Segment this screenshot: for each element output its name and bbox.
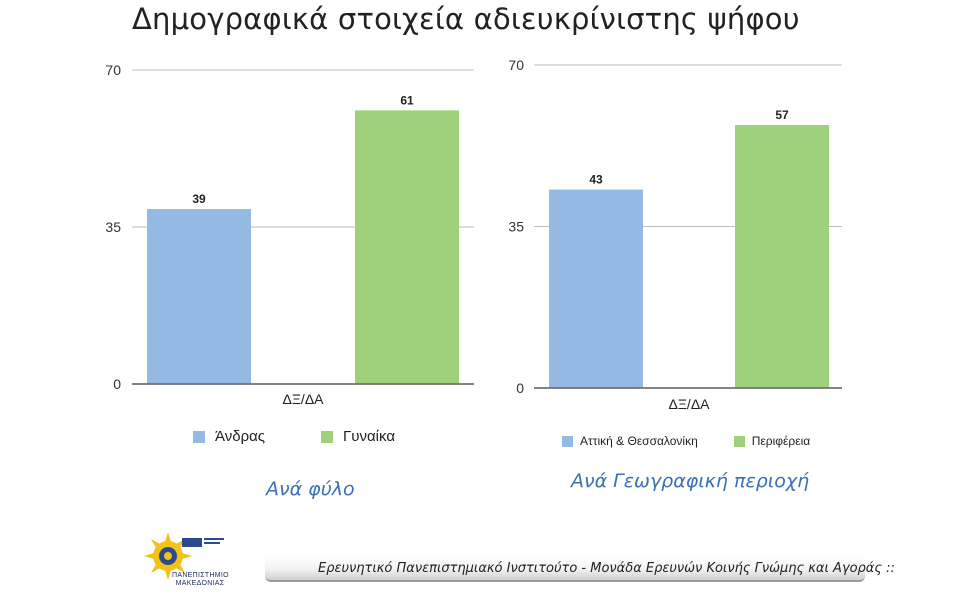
bar-1-1 — [735, 124, 829, 388]
y-tick-label-0-2: 70 — [105, 62, 121, 78]
y-tick-label-1-2: 70 — [508, 57, 524, 73]
legend-swatch-female — [321, 430, 334, 443]
chart-caption-gender: Ανά φύλο — [266, 478, 355, 500]
bar-0-0 — [147, 209, 251, 384]
chart-caption-region: Ανά Γεωγραφική περιοχή — [571, 470, 810, 492]
legend-label-male: Άνδρας — [215, 428, 266, 445]
university-logo — [144, 532, 224, 580]
legend-label-attica: Αττική & Θεσσαλονίκη — [580, 434, 698, 448]
bar-1-0 — [549, 189, 643, 388]
legend-swatch-attica — [562, 435, 573, 447]
legend-item-male: Άνδρας — [193, 428, 265, 445]
data-label-0-0: 39 — [192, 192, 206, 206]
legend-swatch-male — [193, 430, 205, 443]
y-tick-label-1-1: 35 — [508, 219, 524, 235]
legend-gender: Άνδρας Γυναίκα — [193, 428, 395, 445]
data-label-0-1: 61 — [400, 93, 414, 107]
footer-bar — [265, 556, 865, 582]
legend-region: Αττική & Θεσσαλονίκη Περιφέρεια — [562, 434, 810, 448]
data-label-1-1: 57 — [775, 108, 789, 122]
page-title: Δημογραφικά στοιχεία αδιευκρίνιστης ψήφο… — [132, 2, 800, 36]
data-label-1-0: 43 — [589, 173, 603, 187]
legend-item-female: Γυναίκα — [321, 428, 395, 445]
legend-label-female: Γυναίκα — [343, 428, 395, 445]
y-tick-label-1-0: 0 — [516, 380, 524, 396]
footer-text: Ερευνητικό Πανεπιστημιακό Ινστιτούτο - Μ… — [318, 561, 895, 576]
legend-item-attica: Αττική & Θεσσαλονίκη — [562, 434, 698, 448]
bar-0-1 — [355, 110, 459, 384]
legend-label-periphery: Περιφέρεια — [751, 434, 811, 448]
x-category-label-0: ΔΞ/ΔΑ — [282, 391, 324, 407]
y-tick-label-0-1: 35 — [105, 219, 121, 235]
logo-text: ΠΑΝΕΠΙΣΤΗΜΙΟ ΜΑΚΕΔΟΝΙΑΣ — [172, 572, 229, 587]
legend-item-periphery: Περιφέρεια — [733, 434, 811, 448]
x-category-label-1: ΔΞ/ΔΑ — [668, 396, 710, 412]
y-tick-label-0-0: 0 — [113, 376, 121, 392]
legend-swatch-periphery — [733, 435, 745, 447]
